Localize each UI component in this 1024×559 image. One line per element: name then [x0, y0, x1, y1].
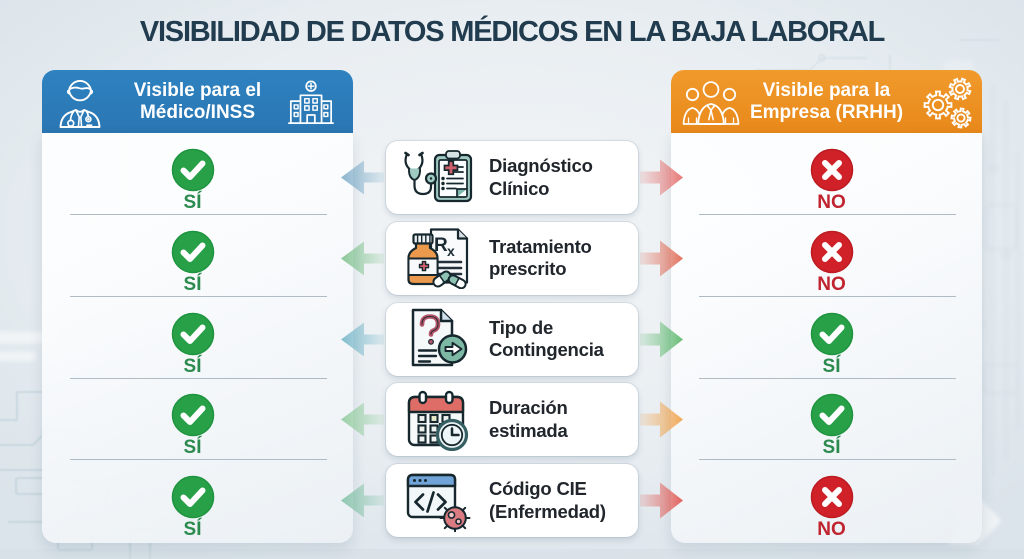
svg-text:R: R: [434, 235, 448, 256]
svg-text:x: x: [447, 243, 455, 259]
